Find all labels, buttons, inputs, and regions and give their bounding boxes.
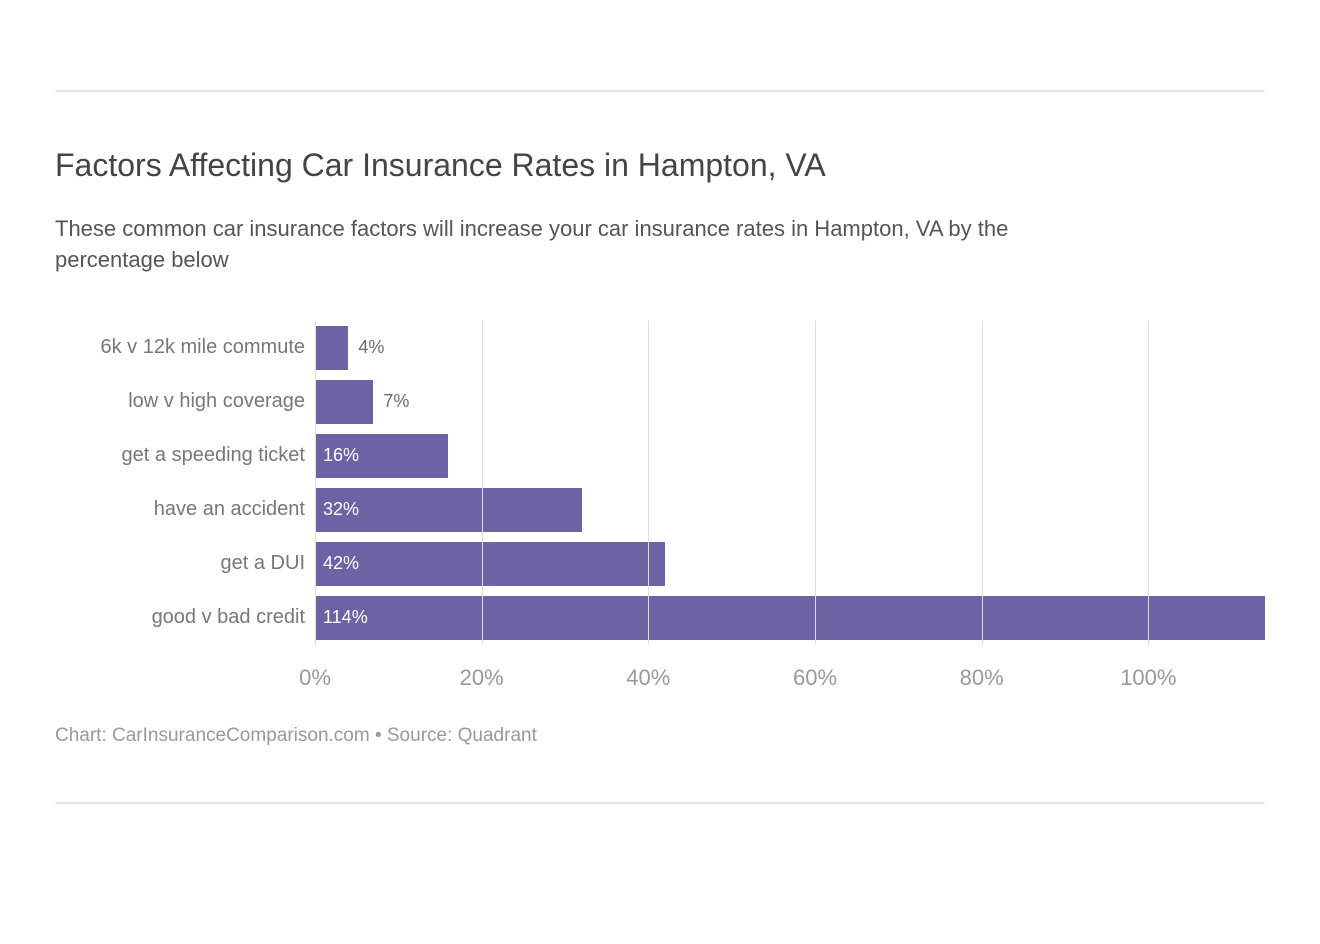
chart-subtitle: These common car insurance factors will … — [55, 214, 1105, 276]
top-divider — [55, 90, 1265, 92]
bar-value-label: 32% — [323, 499, 359, 520]
chart-title: Factors Affecting Car Insurance Rates in… — [55, 147, 1265, 184]
x-axis: 0% 20% 40% 60% 80% 100% — [55, 665, 1265, 695]
bar-value-label: 42% — [323, 553, 359, 574]
gridline — [815, 321, 816, 645]
y-axis-label: good v bad credit — [55, 591, 315, 645]
bar-row: 4% — [315, 321, 1265, 375]
chart-source: Chart: CarInsuranceComparison.com • Sour… — [55, 725, 1265, 747]
y-axis-label: have an accident — [55, 483, 315, 537]
bar-value-label: 4% — [358, 337, 384, 358]
plot-area: 4% 7% 16% 32% 42% 114% — [315, 321, 1265, 645]
bar: 42% — [315, 542, 665, 586]
bar: 114% — [315, 596, 1265, 640]
bar-value-label: 16% — [323, 445, 359, 466]
bar-row: 32% — [315, 483, 1265, 537]
bottom-divider — [55, 802, 1265, 804]
gridline — [482, 321, 483, 645]
chart-area: 6k v 12k mile commutelow v high coverage… — [55, 321, 1265, 645]
gridline — [648, 321, 649, 645]
bar-value-label: 7% — [383, 391, 409, 412]
bar: 16% — [315, 434, 448, 478]
y-axis-label: get a speeding ticket — [55, 429, 315, 483]
bar: 32% — [315, 488, 582, 532]
bar-row: 42% — [315, 537, 1265, 591]
bars-layer: 4% 7% 16% 32% 42% 114% — [315, 321, 1265, 645]
gridline — [1148, 321, 1149, 645]
gridline — [315, 321, 316, 645]
bar-value-label: 114% — [323, 607, 368, 628]
bar — [315, 380, 373, 424]
y-axis-label: 6k v 12k mile commute — [55, 321, 315, 375]
y-axis-label: low v high coverage — [55, 375, 315, 429]
y-axis-labels: 6k v 12k mile commutelow v high coverage… — [55, 321, 315, 645]
bar — [315, 326, 348, 370]
x-tick-label: 60% — [793, 665, 837, 691]
bar-row: 7% — [315, 375, 1265, 429]
x-axis-spacer — [55, 665, 315, 695]
x-tick-label: 80% — [960, 665, 1004, 691]
x-tick-label: 20% — [460, 665, 504, 691]
x-tick-label: 40% — [626, 665, 670, 691]
x-tick-label: 0% — [299, 665, 331, 691]
bar-row: 114% — [315, 591, 1265, 645]
y-axis-label: get a DUI — [55, 537, 315, 591]
x-tick-labels: 0%20%40%60%80%100% — [315, 665, 1265, 695]
x-tick-label: 100% — [1120, 665, 1176, 691]
bar-row: 16% — [315, 429, 1265, 483]
gridline — [982, 321, 983, 645]
